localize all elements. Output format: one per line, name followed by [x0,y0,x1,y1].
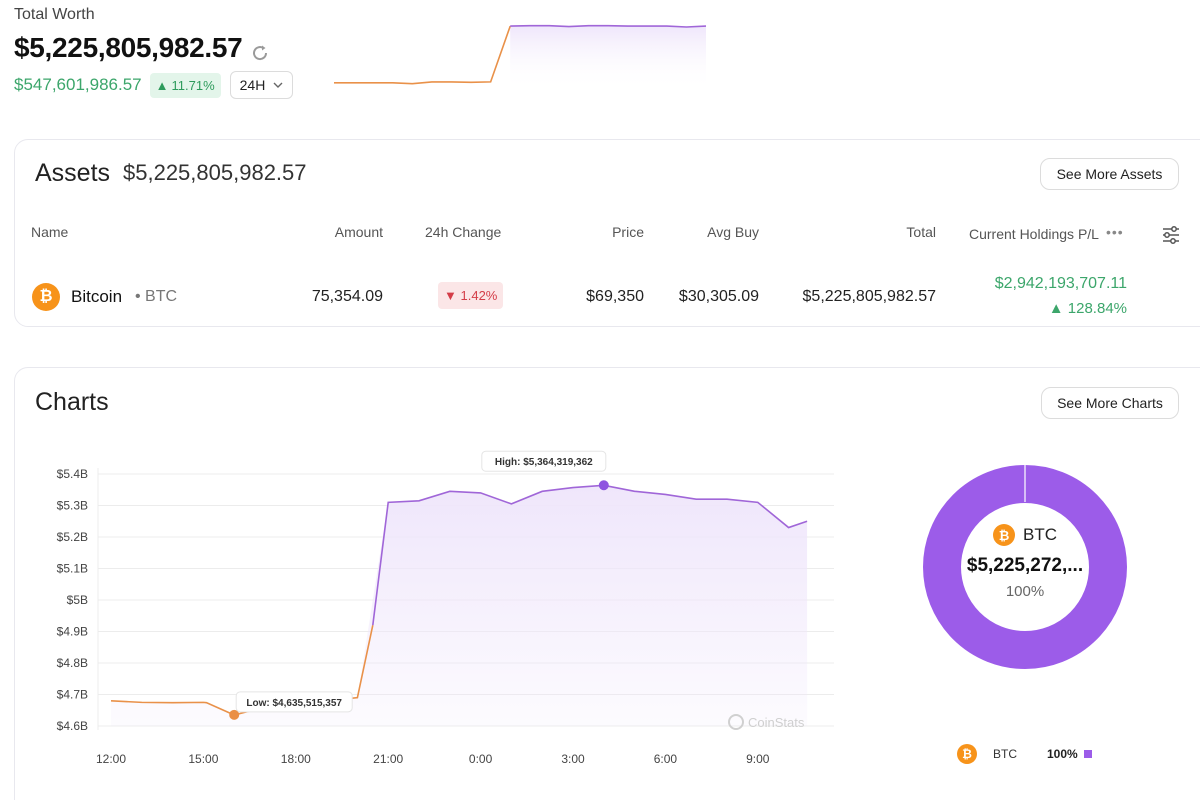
mini-line-high [510,24,707,28]
donut-center: ₿ BTC $5,225,272,... 100% [950,524,1100,600]
donut-center-pct: 100% [1005,583,1045,600]
donut-center-value: $5,225,272,... [966,555,1084,576]
col-header-avg-buy[interactable]: Avg Buy [707,224,759,240]
x-tick-label: 0:00 [469,752,493,766]
asset-name[interactable]: Bitcoin [71,287,123,306]
see-more-charts-button[interactable]: See More Charts [1041,387,1179,419]
asset-amount: 75,354.09 [311,288,383,305]
allocation-donut-chart[interactable] [920,462,1130,672]
y-tick-label: $4.7B [57,688,88,702]
asset-pl-pct: ▲ 128.84% [1049,300,1127,317]
col-header-price[interactable]: Price [612,224,644,240]
col-header-pl[interactable]: Current Holdings P/L [969,226,1099,242]
triangle-up-icon: ▲ [1048,300,1068,317]
x-tick-label: 3:00 [561,752,585,766]
x-tick-label: 21:00 [373,752,403,766]
low-tooltip-box [235,691,353,713]
coinstats-logo-icon [728,714,744,730]
low-tooltip-label: Low: $4,635,515,357 [246,698,342,709]
bitcoin-icon: ₿ [32,283,60,311]
x-tick-label: 12:00 [96,752,126,766]
charts-title: Charts [35,388,109,416]
x-tick-label: 6:00 [654,752,678,766]
total-worth-change-value: $547,601,986.57 [14,75,142,94]
asset-total: $5,225,805,982.57 [802,288,936,305]
donut-legend: ₿ BTC 100% [957,744,1092,764]
asset-avg-buy: $30,305.09 [678,288,759,305]
legend-swatch [1083,750,1092,758]
high-point[interactable] [598,480,609,491]
legend-symbol: BTC [993,747,1017,761]
total-worth-value: $5,225,805,982.57 [14,32,270,64]
low-point[interactable] [229,709,240,720]
y-tick-label: $5.2B [57,530,88,544]
donut-center-symbol: BTC [1023,525,1057,544]
high-tooltip-label: High: $5,364,319,362 [495,457,593,468]
col-header-name[interactable]: Name [31,224,69,240]
more-options-icon[interactable]: ••• [1106,224,1124,240]
asset-price: $69,350 [586,288,644,305]
asset-pl-value: $2,942,193,707.11 [994,275,1127,292]
change-pct-text: 11.71% [171,77,215,93]
asset-24h-change: 1.42% [460,288,498,303]
y-tick-label: $5B [67,593,88,607]
x-tick-label: 15:00 [188,752,218,766]
x-tick-label: 18:00 [281,752,311,766]
asset-24h-change-badge: ▼ 1.42% [438,282,504,309]
mini-area-fill [510,25,706,90]
y-tick-label: $5.3B [57,499,88,513]
series-line-high [372,484,808,626]
col-header-amount[interactable]: Amount [334,224,383,240]
total-worth-change-row: $547,601,986.57 ▲ 11.71% 24H [14,71,294,99]
portfolio-value-chart[interactable]: $4.6B $4.7B $4.8B $4.9B $5B $5.1B $5.2B $5.3B $5… [14,440,844,780]
y-tick-label: $5.1B [57,562,88,576]
period-label: 24H [239,77,266,93]
mini-portfolio-chart [334,24,707,90]
bitcoin-icon: ₿ [993,524,1015,546]
refresh-icon[interactable] [250,38,270,61]
chevron-down-icon [273,82,283,88]
period-dropdown[interactable]: 24H [229,71,294,99]
total-worth-label: Total Worth [14,6,95,23]
y-tick-label: $5.4B [57,467,88,481]
change-pct-badge: ▲ 11.71% [149,72,221,98]
see-more-assets-button[interactable]: See More Assets [1040,158,1179,190]
asset-symbol: • BTC [135,288,178,305]
asset-pl-pct-text: 128.84% [1067,300,1127,317]
col-header-24h-change[interactable]: 24h Change [425,224,502,240]
column-settings-icon[interactable] [1161,225,1181,245]
legend-pct: 100% [1047,747,1078,761]
coinstats-watermark: CoinStats [748,715,805,730]
x-tick-label: 9:00 [746,752,770,766]
assets-total: $5,225,805,982.57 [123,160,307,185]
triangle-down-icon: ▼ [444,288,457,303]
area-fill [111,485,808,726]
assets-title: Assets [35,159,111,187]
high-tooltip-box [481,450,607,472]
bitcoin-icon: ₿ [957,744,977,764]
total-worth-amount: $5,225,805,982.57 [14,32,243,63]
triangle-up-icon: ▲ [155,77,169,93]
y-tick-label: $4.9B [57,625,88,639]
y-tick-label: $4.8B [57,656,88,670]
y-tick-label: $4.6B [57,719,88,733]
mini-line-low [334,25,511,85]
col-header-total[interactable]: Total [906,224,936,240]
assets-card: Assets $5,225,805,982.57 See More Assets… [14,139,1200,327]
